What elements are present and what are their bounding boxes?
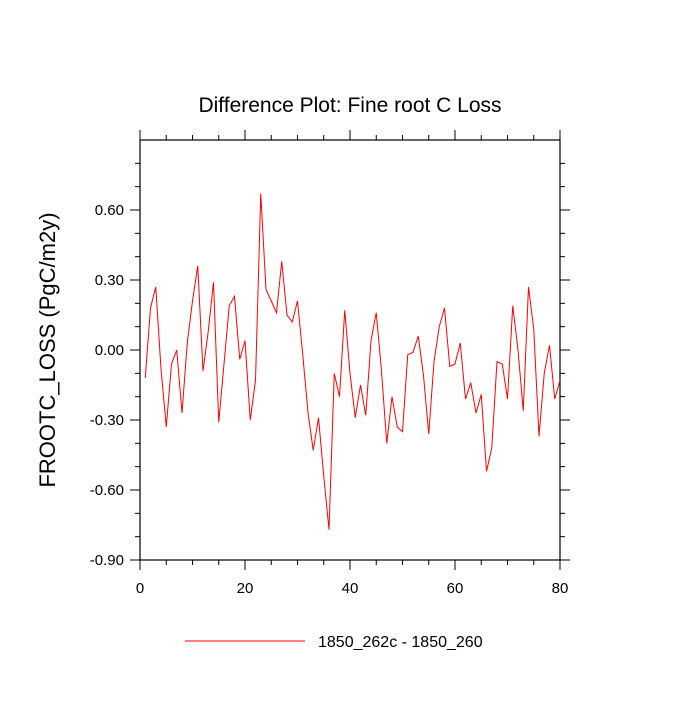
- y-axis-label: FROOTC_LOSS (PgC/m2y): [35, 212, 60, 487]
- axis-ticks: [130, 130, 570, 570]
- plot-frame: [139, 139, 561, 561]
- x-tick-label: 60: [447, 580, 464, 597]
- legend-label: 1850_262c - 1850_260: [318, 634, 483, 651]
- y-tick-label: -0.60: [90, 482, 124, 499]
- x-tick-label: 0: [136, 580, 144, 597]
- x-tick-label: 20: [237, 580, 254, 597]
- chart-title: Difference Plot: Fine root C Loss: [198, 94, 501, 117]
- x-tick-label: 40: [342, 580, 359, 597]
- y-tick-label: 0.30: [95, 272, 124, 289]
- data-series-group: [144, 193, 561, 530]
- legend: 1850_262c - 1850_260: [185, 634, 483, 651]
- y-tick-label: 0.00: [95, 342, 124, 359]
- x-tick-label: 80: [552, 580, 569, 597]
- axis-tick-labels: 0 20 40 60 80 -0.90 -0.60 -0.30 0.00 0.30 0.60: [90, 202, 569, 597]
- y-tick-label: 0.60: [95, 202, 124, 219]
- series-line: [144, 193, 561, 530]
- y-tick-label: -0.30: [90, 412, 124, 429]
- y-tick-label: -0.90: [90, 552, 124, 569]
